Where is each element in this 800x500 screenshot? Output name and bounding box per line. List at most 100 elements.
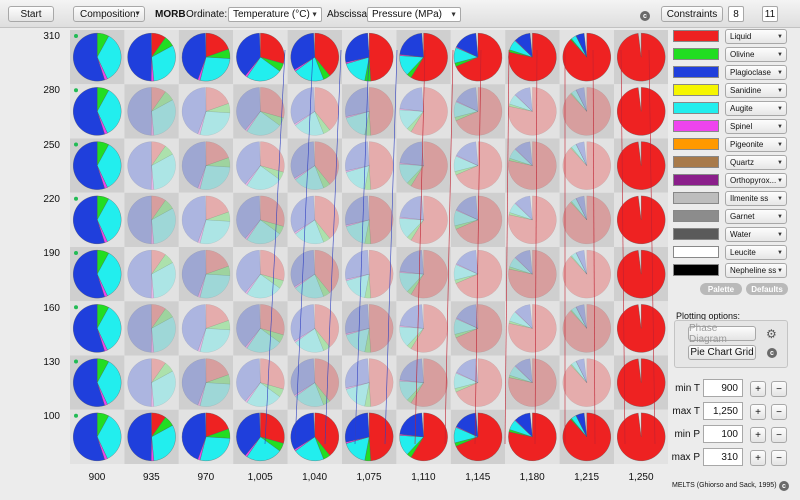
pie-slice bbox=[399, 304, 424, 329]
min-p-increase-button[interactable]: + bbox=[750, 427, 766, 443]
grid-cell bbox=[178, 84, 234, 139]
pie-slice bbox=[290, 304, 316, 342]
phase-color-swatch[interactable] bbox=[673, 138, 719, 150]
pie-slice bbox=[151, 145, 173, 166]
grid-cell bbox=[342, 192, 397, 247]
grid-cell bbox=[559, 192, 614, 247]
help-icon[interactable]: c bbox=[767, 348, 777, 358]
max-p-decrease-button[interactable]: − bbox=[771, 450, 787, 466]
phase-select[interactable]: Ilmenite ss ▼ bbox=[725, 191, 787, 206]
pie-slice bbox=[181, 412, 207, 460]
help-icon[interactable]: c bbox=[640, 11, 650, 21]
min-p-decrease-button[interactable]: − bbox=[771, 427, 787, 443]
phase-select[interactable]: Quartz ▼ bbox=[725, 155, 787, 170]
phase-color-swatch[interactable] bbox=[673, 66, 719, 78]
pie-slice bbox=[205, 211, 231, 222]
pie-slice bbox=[244, 328, 261, 349]
grid-cols-stepper[interactable] bbox=[780, 6, 785, 22]
max-t-decrease-button[interactable]: − bbox=[771, 404, 787, 420]
max-t-increase-button[interactable]: + bbox=[750, 404, 766, 420]
pie-chart-grid-button[interactable]: Pie Chart Grid bbox=[688, 345, 756, 360]
phase-select[interactable]: Orthopyrox... ▼ bbox=[725, 173, 787, 188]
grid-rows-stepper[interactable] bbox=[746, 6, 751, 22]
pie-slice bbox=[260, 304, 285, 336]
pie-slice bbox=[368, 195, 394, 245]
min-t-increase-button[interactable]: + bbox=[750, 381, 766, 397]
pie-slice bbox=[508, 195, 557, 245]
phase-diagram-button[interactable]: Phase Diagram bbox=[688, 323, 756, 345]
phase-color-swatch[interactable] bbox=[673, 48, 719, 60]
phase-select[interactable]: Pigeonite ▼ bbox=[725, 137, 787, 152]
min-t-decrease-button[interactable]: − bbox=[771, 381, 787, 397]
phase-color-swatch[interactable] bbox=[673, 192, 719, 204]
phase-color-swatch[interactable] bbox=[673, 84, 719, 96]
phase-color-swatch[interactable] bbox=[673, 156, 719, 168]
phase-color-swatch[interactable] bbox=[673, 120, 719, 132]
grid-cell bbox=[233, 192, 288, 247]
phase-select[interactable]: Augite ▼ bbox=[725, 101, 787, 116]
pie-slice bbox=[150, 219, 155, 245]
phase-select[interactable]: Sanidine ▼ bbox=[725, 83, 787, 98]
pie-slice bbox=[399, 141, 424, 166]
chevron-down-icon: ▼ bbox=[777, 177, 783, 184]
phase-select[interactable]: Water ▼ bbox=[725, 227, 787, 242]
pie-slice bbox=[514, 256, 533, 275]
pie-slice bbox=[260, 328, 284, 343]
phase-color-swatch[interactable] bbox=[673, 174, 719, 186]
max-t-field[interactable]: 1,250 bbox=[703, 402, 743, 420]
max-p-increase-button[interactable]: + bbox=[750, 450, 766, 466]
palette-button[interactable]: Palette bbox=[700, 283, 742, 295]
phase-select[interactable]: Nepheline ss ▼ bbox=[725, 263, 787, 278]
grid-cell bbox=[287, 84, 342, 139]
phase-select[interactable]: Leucite ▼ bbox=[725, 245, 787, 260]
pie-slice bbox=[205, 374, 231, 385]
pie-slice bbox=[236, 32, 261, 77]
phase-select[interactable]: Spinel ▼ bbox=[725, 119, 787, 134]
help-icon[interactable]: c bbox=[779, 481, 789, 491]
phase-color-swatch[interactable] bbox=[673, 228, 719, 240]
pie-slice bbox=[509, 203, 533, 221]
pie-slice bbox=[454, 165, 479, 176]
pie-slice bbox=[509, 365, 533, 383]
grid-rows-field[interactable]: 8 bbox=[728, 6, 744, 22]
phase-color-swatch[interactable] bbox=[673, 30, 719, 42]
pie-slice bbox=[314, 32, 339, 77]
pie-slice bbox=[399, 358, 424, 383]
phase-label: Quartz bbox=[730, 158, 755, 167]
max-p-field[interactable]: 310 bbox=[703, 448, 743, 466]
grid-cell bbox=[505, 138, 560, 193]
pie-slice bbox=[181, 195, 207, 243]
phase-select[interactable]: Garnet ▼ bbox=[725, 209, 787, 224]
phase-color-swatch[interactable] bbox=[673, 210, 719, 222]
grid-cell bbox=[178, 355, 234, 410]
composition-popup[interactable]: Composition: ▼ bbox=[73, 6, 145, 22]
pie-slice bbox=[151, 141, 166, 167]
pie-slice bbox=[294, 111, 315, 126]
phase-select[interactable]: Liquid ▼ bbox=[725, 29, 787, 44]
phase-select[interactable]: Plagioclase ▼ bbox=[725, 65, 787, 80]
pie-slice bbox=[562, 87, 612, 136]
phase-color-swatch[interactable] bbox=[673, 102, 719, 114]
pie-slice bbox=[406, 328, 424, 350]
constraints-button[interactable]: Constraints bbox=[661, 6, 723, 22]
phase-select[interactable]: Olivine ▼ bbox=[725, 47, 787, 62]
phase-color-swatch[interactable] bbox=[673, 246, 719, 258]
pie-slice bbox=[616, 87, 666, 136]
min-t-field[interactable]: 900 bbox=[703, 379, 743, 397]
pie-chart-grid[interactable] bbox=[70, 30, 668, 464]
pie-slice bbox=[399, 249, 424, 275]
phase-label: Sanidine bbox=[730, 86, 762, 95]
grid-cols-field[interactable]: 11 bbox=[762, 6, 778, 22]
pie-slice bbox=[260, 273, 284, 289]
pie-slice bbox=[197, 111, 207, 135]
defaults-button[interactable]: Defaults bbox=[746, 283, 788, 295]
abscissa-select[interactable]: Pressure (MPa) ▼ bbox=[367, 7, 461, 22]
ordinate-select[interactable]: Temperature (°C) ▼ bbox=[228, 7, 322, 22]
gear-icon[interactable]: ⚙ bbox=[766, 327, 777, 341]
grid-cell bbox=[396, 355, 451, 410]
min-p-field[interactable]: 100 bbox=[703, 425, 743, 443]
start-button[interactable]: Start bbox=[8, 6, 54, 22]
phase-color-swatch[interactable] bbox=[673, 264, 719, 276]
chevron-down-icon: ▼ bbox=[777, 231, 783, 238]
pie-slice bbox=[514, 32, 533, 58]
